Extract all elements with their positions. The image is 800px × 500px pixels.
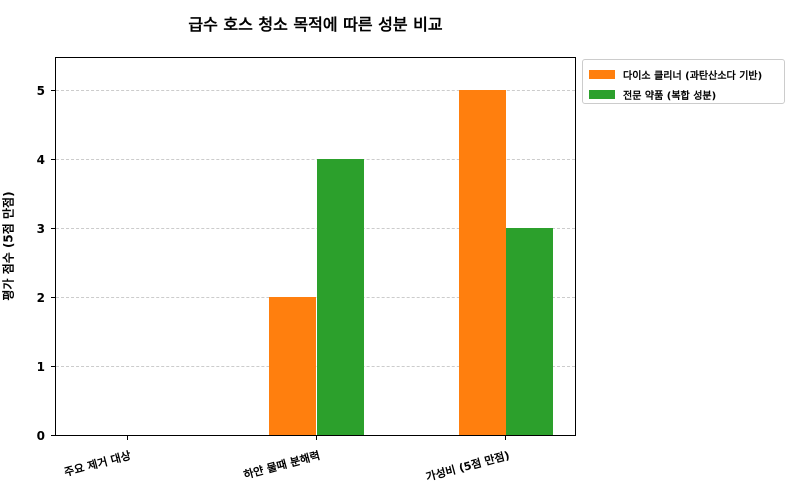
x-tick-mark — [316, 436, 317, 440]
y-tick-label: 1 — [36, 360, 45, 375]
x-tick-label: 가성비 (5점 만점) — [424, 448, 511, 484]
y-tick-mark — [51, 90, 55, 92]
legend: 다이소 클리너 (과탄산소다 기반) 전문 약품 (복합 성분) — [582, 59, 785, 104]
x-tick-mark — [505, 436, 507, 440]
bar-daiso-cleaner — [458, 90, 506, 435]
y-axis-label: 평가 점수 (5점 만점) — [1, 191, 16, 301]
gridline — [56, 159, 575, 161]
y-tick-mark — [51, 435, 55, 436]
legend-swatch-icon — [589, 69, 615, 79]
chart-title: 급수 호스 청소 목적에 따른 성분 비교 — [188, 15, 443, 34]
x-tick-label: 주요 제거 대상 — [62, 448, 133, 480]
x-tick-mark — [126, 436, 128, 440]
plot-area — [51, 57, 576, 440]
legend-item: 전문 약품 (복합 성분) — [589, 86, 778, 102]
y-tick-label: 0 — [36, 429, 45, 443]
x-tick-label: 하얀 물때 분해력 — [241, 448, 321, 482]
legend-label: 전문 약품 (복합 성분) — [623, 90, 717, 102]
y-tick-label: 2 — [36, 291, 45, 306]
y-tick-mark — [51, 366, 55, 368]
y-tick-mark — [51, 159, 55, 161]
bar-professional-chemical — [316, 159, 364, 435]
y-tick-label: 5 — [36, 84, 45, 99]
gridline — [56, 228, 575, 230]
y-tick-mark — [51, 228, 55, 230]
bar-daiso-cleaner — [269, 297, 317, 435]
gridline — [56, 90, 575, 92]
legend-item: 다이소 클리너 (과탄산소다 기반) — [589, 66, 778, 82]
y-tick-label: 4 — [36, 153, 45, 168]
y-tick-label: 3 — [36, 222, 45, 237]
legend-swatch-icon — [589, 89, 615, 99]
legend-label: 다이소 클리너 (과탄산소다 기반) — [623, 70, 763, 82]
bar-professional-chemical — [505, 228, 554, 435]
y-tick-mark — [51, 297, 55, 299]
